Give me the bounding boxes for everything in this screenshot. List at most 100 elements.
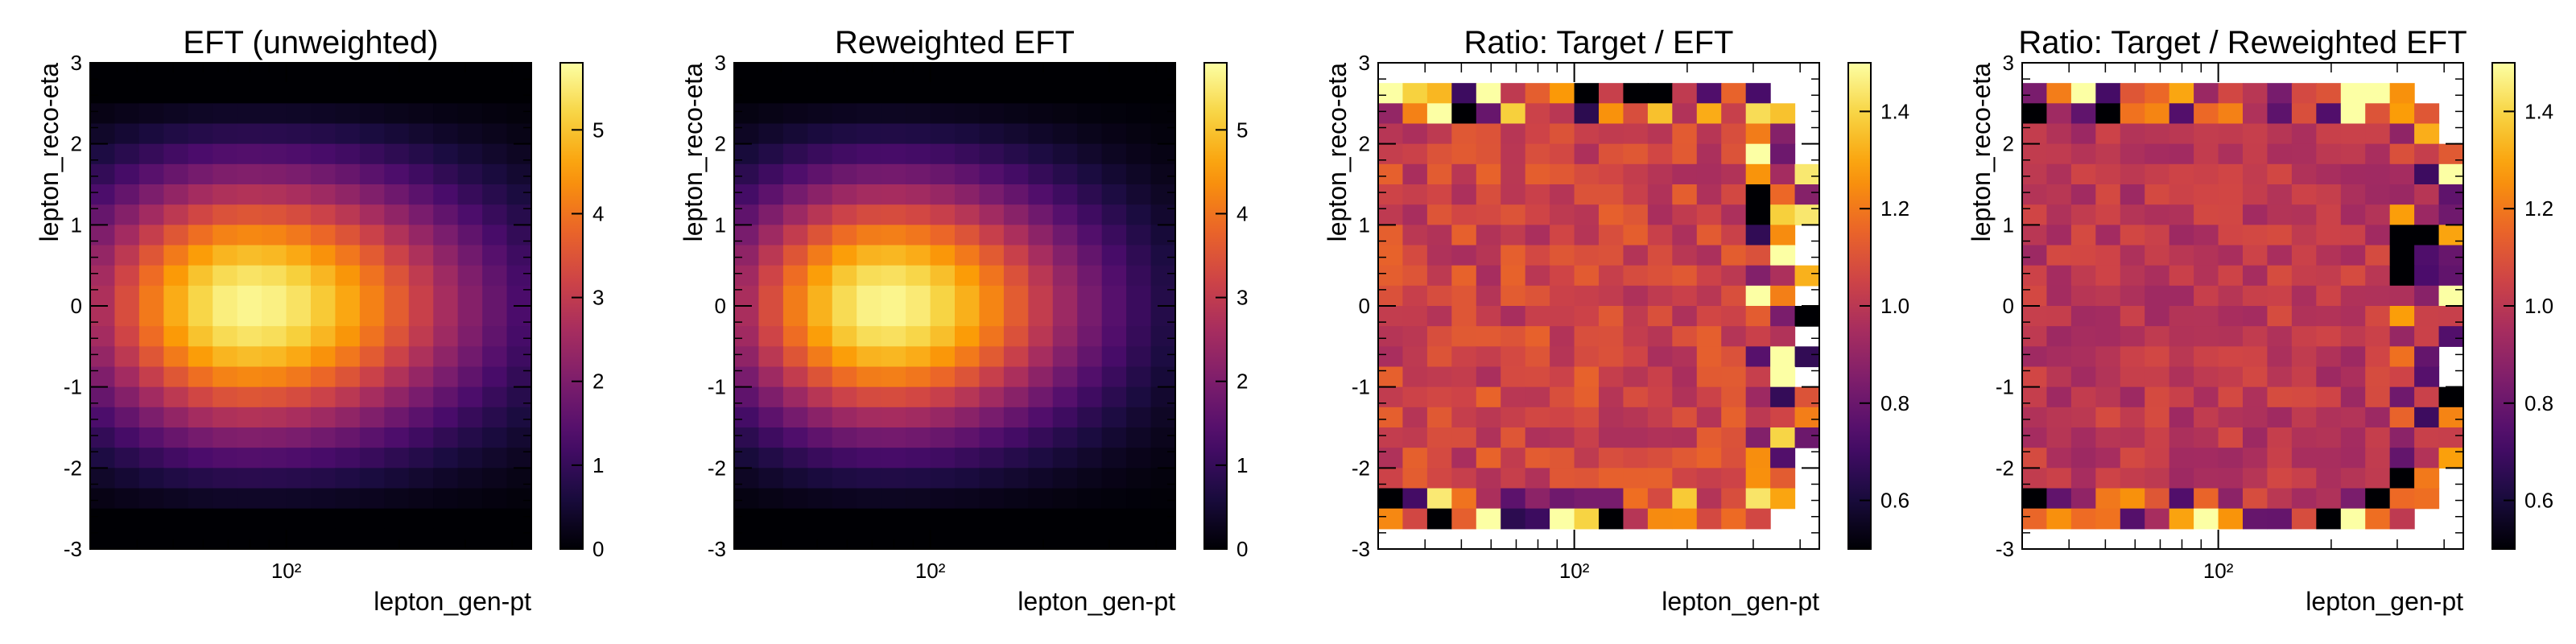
heatmap-cell	[857, 285, 882, 307]
heatmap-cell	[237, 346, 262, 368]
heatmap-cell	[734, 143, 760, 165]
heatmap-cell	[2218, 143, 2244, 165]
heatmap-cell	[807, 508, 833, 530]
heatmap-cell	[1696, 285, 1722, 307]
heatmap-cell	[734, 488, 760, 510]
heatmap-cell	[1378, 448, 1404, 469]
heatmap-cell	[506, 407, 532, 428]
heatmap-cell	[1672, 488, 1698, 510]
heatmap-cell	[1052, 204, 1078, 225]
heatmap-cell	[881, 285, 906, 307]
heatmap-cell	[2316, 427, 2342, 448]
heatmap-cell	[2267, 184, 2293, 205]
heatmap-cell	[1378, 346, 1404, 368]
heatmap-cell	[2267, 285, 2293, 307]
heatmap-cell	[2022, 143, 2048, 165]
heatmap-cell	[1126, 285, 1152, 307]
heatmap-cell	[2022, 123, 2048, 145]
heatmap-cell	[2194, 143, 2219, 165]
heatmap-cell	[1623, 488, 1649, 510]
heatmap-cell	[1126, 468, 1152, 489]
heatmap-cell	[881, 448, 906, 469]
heatmap-cell	[237, 386, 262, 408]
heatmap-cell	[1028, 123, 1054, 145]
heatmap-cell	[1028, 448, 1054, 469]
heatmap-cell	[1696, 508, 1722, 530]
heatmap-cell	[1476, 386, 1501, 408]
heatmap-cell	[1672, 285, 1698, 307]
heatmap-cell	[1574, 306, 1600, 327]
heatmap-cell	[2095, 265, 2121, 287]
heatmap-cell	[1623, 427, 1649, 448]
heatmap-cell	[2194, 245, 2219, 266]
heatmap-cell	[1052, 184, 1078, 205]
y-tick-label: 3	[715, 51, 726, 75]
heatmap-cell	[2316, 346, 2342, 368]
heatmap-cell	[262, 184, 287, 205]
heatmap-cell	[482, 468, 508, 489]
heatmap-cell	[138, 143, 164, 165]
heatmap-cell	[2046, 204, 2072, 225]
heatmap-cell	[188, 306, 213, 327]
heatmap-cell	[1501, 488, 1526, 510]
heatmap-cell	[1501, 448, 1526, 469]
heatmap-cell	[2194, 285, 2219, 307]
heatmap-cell	[1745, 488, 1771, 510]
heatmap-cell	[2218, 184, 2244, 205]
heatmap-cell	[1770, 285, 1796, 307]
heatmap-cell	[2340, 366, 2366, 388]
heatmap-cell	[138, 306, 164, 327]
heatmap-cell	[408, 346, 434, 368]
heatmap-cell	[930, 83, 956, 104]
heatmap-cell	[1550, 427, 1575, 448]
heatmap-cell	[457, 143, 483, 165]
heatmap-cell	[758, 488, 784, 510]
heatmap-cell	[359, 306, 385, 327]
heatmap-cell	[506, 225, 532, 246]
heatmap-cell	[955, 245, 980, 266]
heatmap-cell	[1672, 448, 1698, 469]
heatmap-cell	[2243, 508, 2268, 530]
heatmap-cell	[1599, 407, 1624, 428]
heatmap-cell	[979, 143, 1005, 165]
heatmap-cell	[1794, 163, 1820, 185]
heatmap-cell	[1126, 83, 1152, 104]
heatmap-cell	[832, 285, 857, 307]
heatmap-cell	[2389, 407, 2415, 428]
heatmap-cell	[213, 427, 238, 448]
heatmap-cell	[90, 488, 116, 510]
heatmap-cell	[1150, 326, 1176, 347]
heatmap-cell	[2414, 184, 2440, 205]
heatmap-cell	[1574, 184, 1600, 205]
heatmap-cell	[2070, 103, 2096, 125]
heatmap-cell	[2389, 306, 2415, 327]
heatmap-cell	[2365, 407, 2391, 428]
heatmap-cell	[114, 427, 140, 448]
heatmap-cell	[114, 143, 140, 165]
heatmap-cell	[1077, 386, 1103, 408]
heatmap-cell	[1770, 346, 1796, 368]
heatmap-cell	[2316, 306, 2342, 327]
heatmap-cell	[1696, 123, 1722, 145]
heatmap-cell	[2070, 386, 2096, 408]
heatmap-cell	[1696, 488, 1722, 510]
heatmap-cell	[2145, 306, 2170, 327]
heatmap-cell	[506, 488, 532, 510]
heatmap-cell	[1501, 508, 1526, 530]
heatmap-cell	[1599, 265, 1624, 287]
heatmap-cell	[1028, 508, 1054, 530]
heatmap-cell	[286, 306, 312, 327]
heatmap-cell	[188, 225, 213, 246]
heatmap-cell	[2095, 143, 2121, 165]
heatmap-cell	[1126, 245, 1152, 266]
heatmap-cell	[1402, 407, 1428, 428]
heatmap-cell	[1402, 488, 1428, 510]
heatmap-cell	[163, 245, 189, 266]
heatmap-cell	[1599, 427, 1624, 448]
heatmap-cell	[1150, 184, 1176, 205]
heatmap-cell	[955, 143, 980, 165]
heatmap-cell	[1770, 306, 1796, 327]
heatmap-cell	[1721, 366, 1747, 388]
heatmap-cell	[906, 386, 931, 408]
heatmap-cell	[213, 143, 238, 165]
